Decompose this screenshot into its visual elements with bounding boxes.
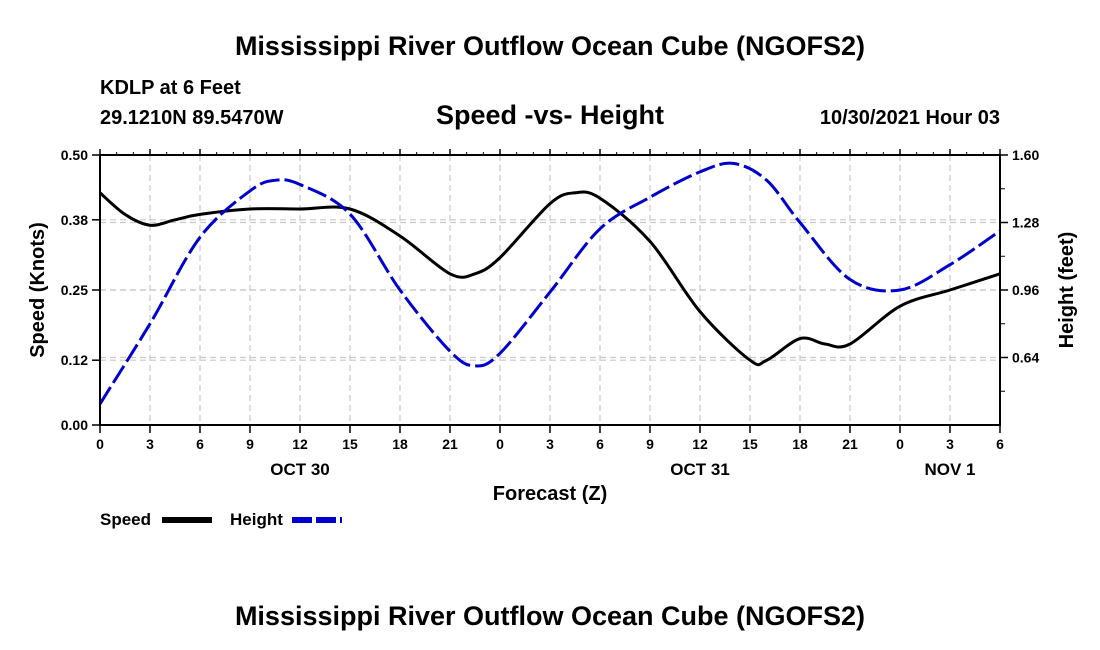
y2-tick-label: 0.64 <box>1012 350 1039 366</box>
x-tick-label: 6 <box>996 436 1004 452</box>
tick-labels: 0 3 6 9 12 15 18 21 0 3 6 9 12 15 18 21 0 3 6 OCT 30 OCT 31 N… <box>61 147 1040 479</box>
x-tick-label: 9 <box>246 436 254 452</box>
y2-tick-label: 1.28 <box>1012 215 1039 231</box>
forecast-datetime: 10/30/2021 Hour 03 <box>820 107 1000 129</box>
y-tick-label: 0.50 <box>61 147 88 163</box>
x-tick-label: 3 <box>146 436 154 452</box>
page-title: Mississippi River Outflow Ocean Cube (NG… <box>235 31 865 61</box>
x-tick-label: 0 <box>496 436 504 452</box>
x-tick-label: 15 <box>742 436 758 452</box>
y-axis-label: Speed (Knots) <box>27 222 49 358</box>
legend-label-speed: Speed <box>100 510 151 529</box>
x-tick-label: 3 <box>946 436 954 452</box>
date-label: NOV 1 <box>924 460 975 479</box>
series-line-speed <box>99 190 1001 367</box>
series-line-height <box>98 161 1001 405</box>
axis-ticks <box>92 149 1008 433</box>
x-tick-label: 18 <box>792 436 808 452</box>
legend: Speed Height <box>100 510 342 529</box>
legend-label-height: Height <box>230 510 283 529</box>
date-label: OCT 31 <box>670 460 730 479</box>
x-tick-label: 21 <box>842 436 858 452</box>
x-tick-label: 12 <box>692 436 708 452</box>
x-tick-label: 6 <box>196 436 204 452</box>
x-tick-label: 6 <box>596 436 604 452</box>
plot-frame <box>99 154 1001 426</box>
x-axis-label: Forecast (Z) <box>493 483 607 505</box>
x-tick-label: 3 <box>546 436 554 452</box>
y2-axis-label: Height (feet) <box>1056 232 1078 349</box>
station-coords: 29.1210N 89.5470W <box>100 107 284 129</box>
chart-title: Speed -vs- Height <box>436 100 664 130</box>
x-tick-label: 9 <box>646 436 654 452</box>
x-tick-label: 15 <box>342 436 358 452</box>
y-tick-label: 0.00 <box>61 417 88 433</box>
y2-tick-label: 1.60 <box>1012 147 1039 163</box>
x-tick-label: 21 <box>442 436 458 452</box>
y2-tick-label: 0.96 <box>1012 282 1039 298</box>
y-tick-label: 0.38 <box>61 212 88 228</box>
y-tick-label: 0.12 <box>61 352 88 368</box>
x-tick-label: 18 <box>392 436 408 452</box>
date-label: OCT 30 <box>270 460 330 479</box>
y-tick-label: 0.25 <box>61 282 88 298</box>
series-lines <box>98 161 1001 405</box>
x-tick-label: 0 <box>96 436 104 452</box>
station-name: KDLP at 6 Feet <box>100 77 241 99</box>
x-tick-label: 12 <box>292 436 308 452</box>
x-tick-label: 0 <box>896 436 904 452</box>
footer-title: Mississippi River Outflow Ocean Cube (NG… <box>235 601 865 631</box>
